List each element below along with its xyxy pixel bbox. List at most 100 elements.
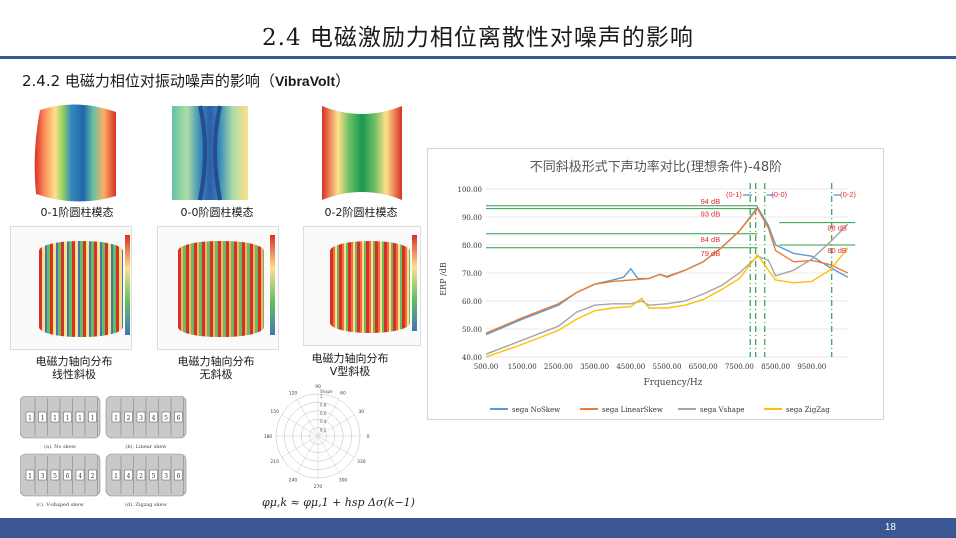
legend-label: sega NoSkew xyxy=(512,406,560,414)
chart-canvas: 不同斜极形式下声功率对比(理想条件)-48阶 ERP /dB Frquency/… xyxy=(439,159,856,414)
segment-number-box xyxy=(136,469,146,481)
segment-number: 1 xyxy=(114,415,118,422)
legend-label: sega Vshape xyxy=(700,406,745,414)
polar-angle-label: 120 xyxy=(289,391,298,397)
segment-number: 1 xyxy=(53,415,57,422)
force-map-noskew-caption: 电磁力轴向分布 无斜极 xyxy=(158,355,274,381)
polar-spoke xyxy=(317,399,340,437)
title-divider xyxy=(0,56,956,59)
mode-0-2-caption: 0-2阶圆柱模态 xyxy=(324,206,398,219)
series-line xyxy=(485,207,849,334)
caption-line: 电磁力轴向分布 xyxy=(311,352,389,365)
subtitle-tool: VibraVolt xyxy=(274,73,336,89)
skew-caption: (c). V-shaped skew xyxy=(36,501,84,508)
mode-0-2-image xyxy=(322,106,402,200)
polar-radial-label: 0.2 xyxy=(320,428,327,433)
skew-caption: (b). Linear skew xyxy=(125,443,167,450)
polar-angle-label: 60 xyxy=(340,391,346,397)
x-tick-label: 3500.00 xyxy=(580,363,609,371)
force-map-linear-image xyxy=(10,226,132,350)
x-tick-label: 8500.00 xyxy=(761,363,790,371)
force-map-noskew-image xyxy=(157,226,279,350)
segment-number-box xyxy=(63,469,72,481)
mode-label: (0-2) xyxy=(840,190,856,199)
x-tick-label: 4500.00 xyxy=(616,363,645,371)
mode-label: (0-1) xyxy=(726,190,742,199)
mode-label: (0-0) xyxy=(771,190,787,199)
segment-number: 1 xyxy=(28,473,32,480)
x-tick-label: 9500.00 xyxy=(797,363,826,371)
segment-number-box xyxy=(25,469,35,481)
segment-number-box xyxy=(124,411,133,423)
x-tick-label: 2500.00 xyxy=(544,363,573,371)
polar-angle-label: 330 xyxy=(357,459,366,465)
polar-spoke xyxy=(281,435,319,458)
x-tick-label: 7500.00 xyxy=(725,363,754,371)
mode-0-1-image xyxy=(34,104,116,202)
segment-number-box xyxy=(88,411,97,423)
segment-number-box xyxy=(111,411,121,423)
segment-number-box xyxy=(25,411,35,423)
segment-number: 3 xyxy=(41,473,45,480)
segment-number: 1 xyxy=(78,415,82,422)
force-map-vshape-image xyxy=(303,226,421,346)
segment-number-box xyxy=(75,411,85,423)
segment-number-box xyxy=(63,411,72,423)
sound-power-chart: 不同斜极形式下声功率对比(理想条件)-48阶 ERP /dB Frquency/… xyxy=(427,148,884,420)
y-tick-label: 60.00 xyxy=(462,298,482,306)
section-subtitle: 2.4.2 电磁力相位对振动噪声的影响（VibraVolt） xyxy=(22,70,350,91)
segment-number: 1 xyxy=(41,415,45,422)
slide-title: 2.4 电磁激励力相位离散性对噪声的影响 xyxy=(262,25,694,51)
subtitle-end: ） xyxy=(335,72,351,90)
polar-radial-label: 0.4 xyxy=(320,419,327,424)
segment-number-box xyxy=(161,411,171,423)
x-axis-label: Frquency/Hz xyxy=(644,378,703,388)
y-tick-label: 40.00 xyxy=(462,354,482,362)
segment-number-box xyxy=(161,469,171,481)
footer-bar xyxy=(0,518,956,538)
db-annotation: 88 dB xyxy=(827,224,847,233)
polar-top-label: Shape xyxy=(320,389,333,394)
mode-0-0-image xyxy=(172,105,248,201)
segment-number: 4 xyxy=(127,473,131,480)
caption-line: 电磁力轴向分布 xyxy=(35,355,113,368)
mode-0-1-caption: 0-1阶圆柱模态 xyxy=(40,206,114,219)
polar-angle-label: 240 xyxy=(289,477,298,483)
segment-number: 5 xyxy=(53,473,57,480)
x-tick-label: 5500.00 xyxy=(653,363,682,371)
segment-number: 4 xyxy=(78,473,82,480)
caption-line: V型斜极 xyxy=(329,365,371,378)
skew-diagrams: 1 1 1 1 1 1 (a). No skew 1 2 3 4 5 6 (b). Linear skew… xyxy=(20,396,187,508)
y-tick-label: 80.00 xyxy=(462,242,482,250)
polar-angle-label: 210 xyxy=(270,459,279,465)
db-annotation: 80 dB xyxy=(827,246,847,255)
segment-number-box xyxy=(136,411,146,423)
force-map-linear-caption: 电磁力轴向分布 线性斜极 xyxy=(16,355,132,381)
segment-number-box xyxy=(50,469,60,481)
segment-number-box xyxy=(149,411,158,423)
segment-number: 3 xyxy=(139,415,143,422)
segment-number-box xyxy=(50,411,60,423)
db-annotation: 84 dB xyxy=(701,235,721,244)
polar-spoke xyxy=(296,399,319,437)
segment-number: 5 xyxy=(164,415,168,422)
skew-caption: (a). No skew xyxy=(44,443,77,450)
segment-number: 1 xyxy=(91,415,95,422)
segment-number-box xyxy=(88,469,97,481)
y-tick-label: 100.00 xyxy=(458,186,483,194)
polar-angle-label: 30 xyxy=(358,409,364,415)
segment-number: 1 xyxy=(114,473,118,480)
x-tick-label: 6500.00 xyxy=(689,363,718,371)
segment-number: 3 xyxy=(164,473,168,480)
polar-angle-label: 150 xyxy=(270,409,279,415)
polar-spoke xyxy=(281,414,319,437)
legend-label: sega ZigZag xyxy=(786,406,830,414)
segment-number-box xyxy=(174,469,183,481)
polar-angle-label: 180 xyxy=(264,434,273,440)
x-tick-label: 500.00 xyxy=(474,363,499,371)
segment-number-box xyxy=(149,469,158,481)
segment-number-box xyxy=(174,411,183,423)
caption-line: 线性斜极 xyxy=(52,368,96,381)
polar-radial-label: 1 xyxy=(320,394,323,399)
